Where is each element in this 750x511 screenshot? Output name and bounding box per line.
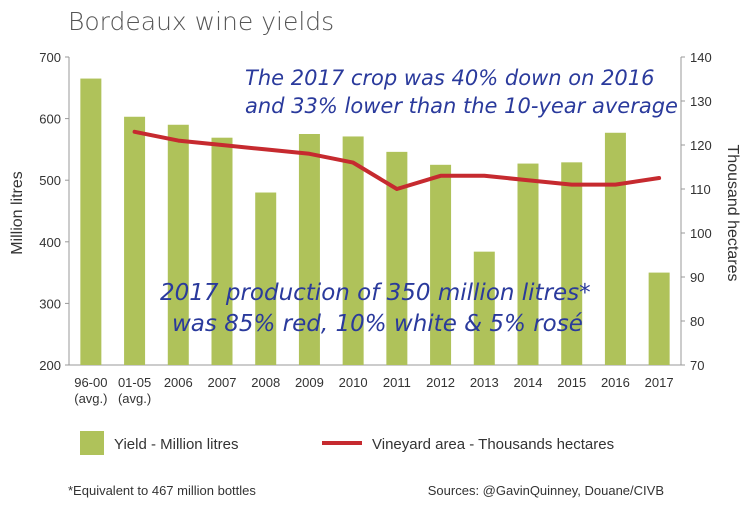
x-tick-label: 2013 [470,375,499,390]
x-tick-label: 2009 [295,375,324,390]
bar-2017 [648,272,670,365]
y-tick-label: 400 [39,235,61,250]
x-tick-label: 2012 [426,375,455,390]
x-tick-label: 2008 [251,375,280,390]
y2-tick-label: 140 [690,50,712,65]
bar-2012 [430,164,452,365]
x-tick-label: 2011 [383,375,411,390]
bar-series [80,78,670,365]
x-tick-label: 2010 [339,375,368,390]
right-axis-ticks: 70 80 90 100 110 120 130 140 [681,50,712,373]
x-tick-label: 2017 [645,375,674,390]
y2-tick-label: 70 [690,358,704,373]
left-axis-ticks: 200 300 400 500 600 700 [39,50,69,373]
bar-2008 [255,192,277,365]
y2-tick-label: 100 [690,226,712,241]
y2-tick-label: 80 [690,314,704,329]
x-tick-label: 2014 [514,375,543,390]
chart-title: Bordeaux wine yields [68,7,334,36]
x-tick-label: 2015 [557,375,586,390]
bar-2016 [604,132,626,365]
bar-2007 [211,137,233,365]
y2-tick-label: 90 [690,270,704,285]
annotation-line-2: and 33% lower than the 10-year average [245,94,678,118]
x-tick-label: 2007 [208,375,237,390]
x-tick-label: 96-00 [74,375,107,390]
bar-2014 [517,163,539,365]
bar-2015 [561,162,583,365]
bar-2009 [298,134,320,365]
x-tick-label: 01-05 [118,375,151,390]
bar-96-00 [80,78,102,365]
y-tick-label: 300 [39,296,61,311]
annotation-line-3: 2017 production of 350 million litres* [160,280,591,306]
bar-2013 [473,251,495,365]
bar-2011 [386,151,408,365]
sources: Sources: @GavinQuinney, Douane/CIVB [428,483,664,498]
y-tick-label: 700 [39,50,61,65]
vineyard-area-line [132,129,662,191]
y2-axis-label: Thousand hectares [724,145,741,282]
x-tick-label: 2016 [601,375,630,390]
x-axis-ticks: 96-00(avg.)01-05(avg.)2006 2007 2008 2009 20… [74,375,673,406]
footnote: *Equivalent to 467 million bottles [68,483,256,498]
y2-tick-label: 110 [690,182,711,197]
y-tick-label: 200 [39,358,61,373]
y2-tick-label: 120 [690,138,712,153]
legend-label-area: Vineyard area - Thousands hectares [372,436,614,453]
line-series [132,129,662,191]
bar-01-05 [124,116,146,365]
y-axis-label: Million litres [9,171,26,255]
y-tick-label: 500 [39,173,61,188]
x-tick-label: 2006 [164,375,193,390]
y-tick-label: 600 [39,112,61,127]
x-tick-sublabel: (avg.) [118,391,151,406]
legend-swatch-yield [80,431,104,455]
bar-2006 [167,124,189,365]
x-tick-sublabel: (avg.) [74,391,107,406]
annotation-line-1: The 2017 crop was 40% down on 2016 [245,66,655,90]
annotation-line-4: was 85% red, 10% white & 5% rosé [172,311,583,337]
bar-2010 [342,136,364,365]
y2-tick-label: 130 [690,94,712,109]
legend-label-yield: Yield - Million litres [114,436,238,453]
